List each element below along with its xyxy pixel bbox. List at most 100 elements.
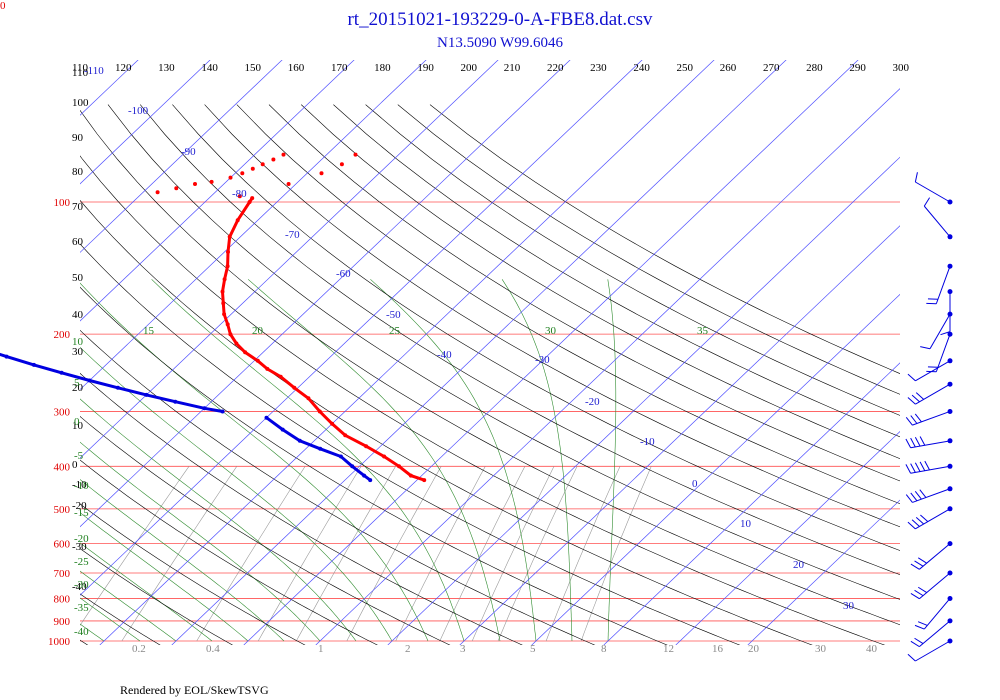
- moist-adiabat-line: [80, 512, 249, 642]
- moist-adiabat-left-label: 5: [74, 377, 80, 389]
- mixing-ratio-label: 1: [318, 643, 324, 655]
- mixing-ratio-line: [196, 466, 306, 642]
- dry-adiabat-line: [139, 104, 900, 576]
- temperature-upper-point: [250, 166, 255, 171]
- isotherm-label: -50: [386, 309, 401, 321]
- wind-barb-staff: [912, 410, 951, 426]
- wind-barb-flag: [914, 437, 921, 447]
- isotherm-line: [80, 60, 499, 459]
- wind-barb-staff: [915, 360, 951, 382]
- temperature-upper-point: [353, 152, 358, 157]
- moist-adiabat-left-label: -25: [74, 556, 89, 568]
- moist-adiabat-left-label: -20: [74, 533, 89, 545]
- moist-adiabat-left-label: -30: [74, 579, 89, 591]
- wind-barb-flag: [914, 637, 924, 644]
- dry-adiabat-line: [429, 104, 900, 374]
- isotherm-line: [603, 362, 900, 645]
- wind-barb-flag: [915, 392, 925, 400]
- mixing-ratio-line: [395, 466, 486, 642]
- theta-left-label: 10: [72, 420, 84, 432]
- mixing-ratio-line: [346, 466, 442, 642]
- mixing-ratio-label: 12: [663, 643, 674, 655]
- mixing-ratio-label: 20: [748, 643, 760, 655]
- wind-barb-flag: [914, 490, 922, 500]
- dewpoint-trace: [0, 352, 223, 413]
- temperature-upper-point: [240, 171, 245, 176]
- wind-barb-dot: [947, 463, 953, 469]
- theta-left-label: 0: [72, 459, 78, 471]
- theta-left-label: 80: [72, 166, 84, 178]
- isotherm-label: -70: [285, 229, 300, 241]
- theta-top-label: 300: [893, 62, 910, 74]
- theta-top-label: 190: [417, 62, 434, 74]
- wind-barb-flag: [940, 331, 951, 336]
- wind-barb-flag: [907, 653, 916, 662]
- isotherm-line: [675, 430, 900, 645]
- theta-top-label: 230: [590, 62, 607, 74]
- theta-left-label: -30: [72, 541, 87, 553]
- wind-barb-flag: [919, 461, 926, 471]
- dry-adiabat-line: [80, 243, 741, 645]
- wind-barb-flag: [905, 494, 913, 503]
- theta-left-label: 60: [72, 236, 84, 248]
- theta-left-label: 100: [72, 97, 89, 109]
- wind-barb-flag: [923, 197, 931, 207]
- wind-barb-flag: [917, 621, 928, 626]
- wind-barb-staff: [910, 465, 951, 474]
- dry-adiabat-line: [365, 104, 900, 416]
- temperature-upper-point: [286, 182, 291, 186]
- isotherm-line: [80, 60, 571, 528]
- isotherm-label: -110: [84, 65, 104, 77]
- isotherm-line: [80, 60, 427, 391]
- theta-top-label: 240: [633, 62, 650, 74]
- moist-adiabat-line: [80, 346, 393, 642]
- dry-adiabat-line: [80, 459, 378, 645]
- wind-barb-flag: [910, 592, 920, 600]
- wind-barb-flag: [910, 563, 920, 570]
- dry-adiabat-line: [107, 104, 900, 600]
- isotherm-label: 10: [740, 518, 752, 530]
- theta-left-label: 110: [72, 67, 89, 79]
- wind-barb-staff: [915, 181, 951, 203]
- moist-adiabat-left-label: -10: [74, 480, 89, 492]
- wind-barb-staff: [923, 205, 951, 238]
- isotherm-label: 0: [692, 478, 698, 490]
- theta-left-label: 50: [72, 272, 84, 284]
- moist-adiabat-label: 20: [252, 325, 264, 337]
- theta-left-label: -40: [72, 581, 87, 593]
- moist-adiabat-line: [80, 398, 357, 642]
- theta-top-label: 290: [849, 62, 866, 74]
- isotherm-line: [0, 20, 36, 645]
- temperature-upper-point: [319, 171, 324, 176]
- moist-adiabat-line: [0, 279, 32, 641]
- moist-adiabat-line: [80, 542, 213, 642]
- theta-left-label: -20: [72, 500, 87, 512]
- dry-adiabat-line: [268, 104, 900, 482]
- mixing-ratio-line: [439, 466, 526, 642]
- isotherm-label: -90: [181, 146, 196, 158]
- mixing-ratio-lines: [80, 466, 652, 642]
- dry-adiabat-line: [80, 329, 596, 645]
- theta-top-label: 260: [720, 62, 737, 74]
- dry-adiabat-line: [333, 104, 900, 438]
- moist-adiabat-left-label: -40: [74, 626, 89, 638]
- isotherm-label: -30: [535, 354, 550, 366]
- theta-top-label: 130: [158, 62, 175, 74]
- pressure-tick-label: 200: [54, 329, 71, 341]
- isotherm-line: [80, 60, 355, 322]
- wind-barb-flag: [924, 460, 930, 471]
- moist-adiabat-line: [370, 279, 537, 642]
- dry-adiabat-line: [204, 104, 900, 528]
- pressure-tick-label: 800: [54, 593, 71, 605]
- mixing-ratio-line: [121, 466, 238, 642]
- isotherm-line: [315, 88, 900, 645]
- pressure-tick-label: 700: [54, 568, 71, 580]
- wind-barb-staff: [919, 620, 951, 648]
- theta-top-label: 250: [677, 62, 694, 74]
- moist-adiabat-label: 10: [72, 336, 84, 348]
- theta-left-label: 30: [72, 346, 84, 358]
- wind-barb-flag: [910, 463, 916, 473]
- chart-subtitle: N13.5090 W99.6046: [437, 35, 563, 51]
- temperature-upper-trace: [158, 155, 356, 197]
- isotherm-label: 20: [793, 559, 805, 571]
